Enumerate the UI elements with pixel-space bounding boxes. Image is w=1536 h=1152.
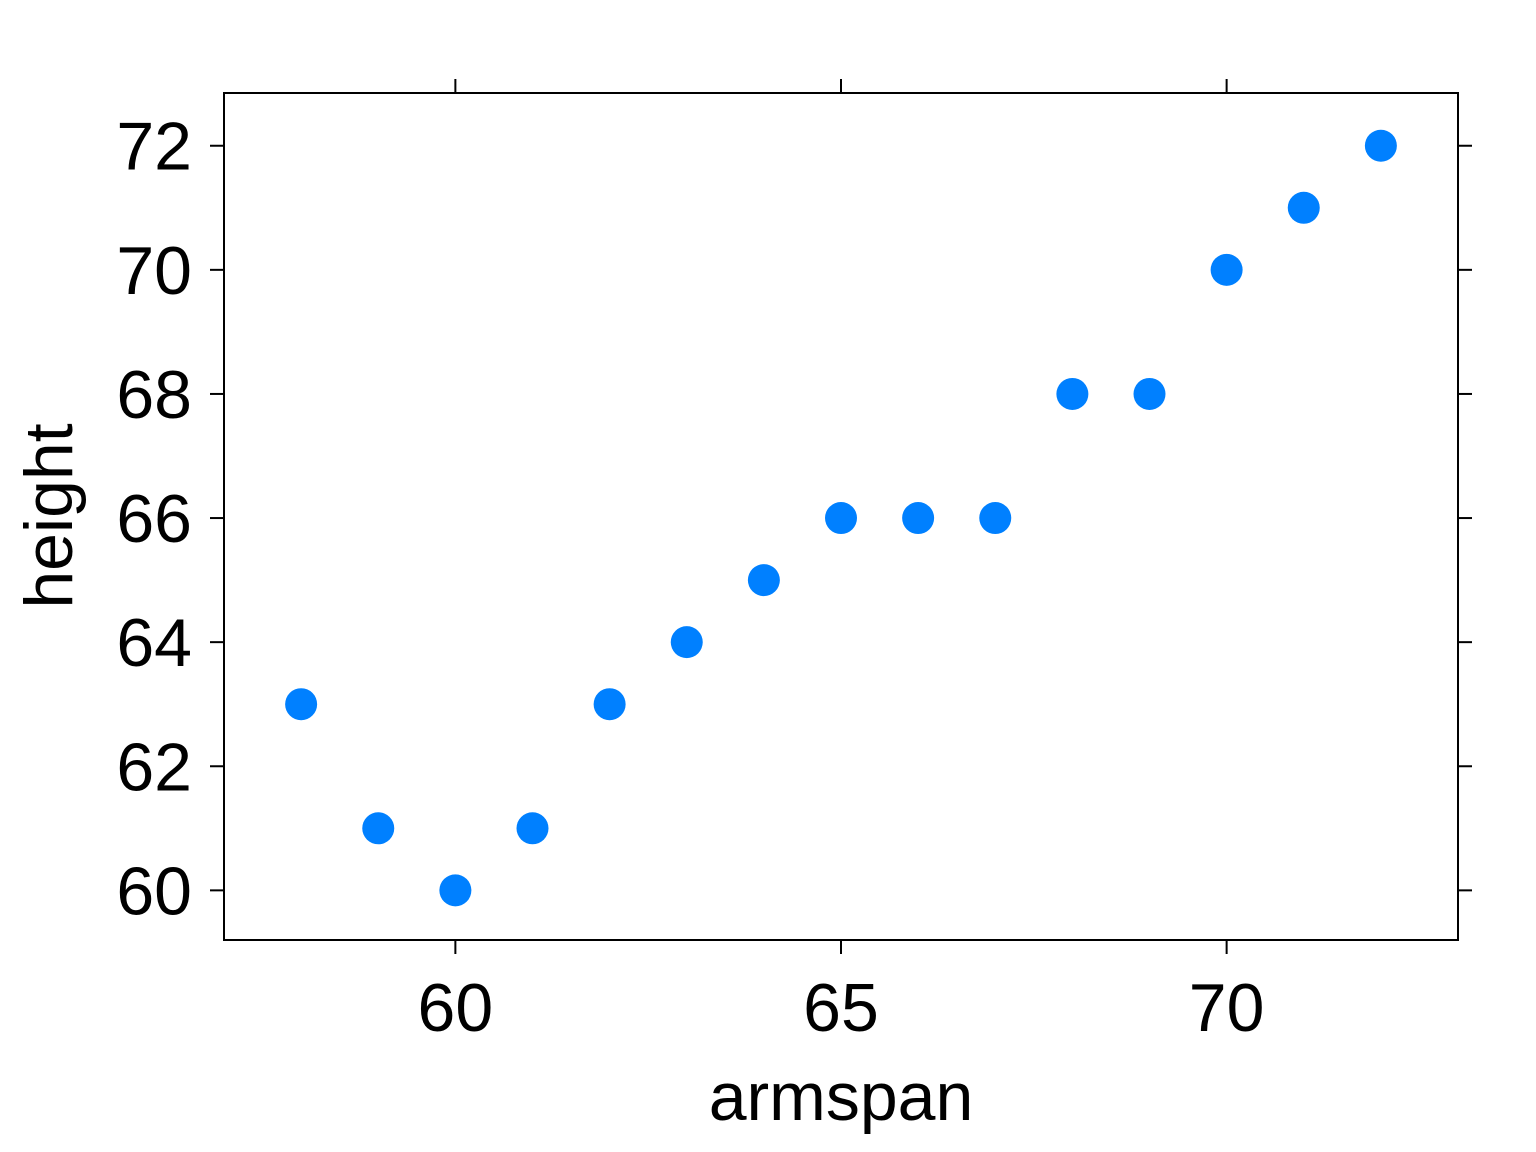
data-point-2 xyxy=(439,874,472,907)
data-point-6 xyxy=(747,564,780,597)
data-point-3 xyxy=(516,812,549,845)
y-tick-label-2: 64 xyxy=(116,605,192,681)
data-point-13 xyxy=(1287,191,1320,224)
y-axis-ticks: 60 62 64 66 68 70 72 xyxy=(116,109,1472,929)
y-tick-label-6: 72 xyxy=(116,109,192,185)
x-axis-label: armspan xyxy=(709,1059,974,1135)
data-point-9 xyxy=(979,502,1012,535)
data-point-12 xyxy=(1210,253,1243,286)
data-point-4 xyxy=(593,688,626,721)
data-point-0 xyxy=(285,688,318,721)
y-axis-label: height xyxy=(11,423,87,608)
y-tick-label-0: 60 xyxy=(116,853,192,929)
y-tick-label-5: 70 xyxy=(116,233,192,309)
y-tick-label-1: 62 xyxy=(116,729,192,805)
x-tick-label-1: 65 xyxy=(803,970,879,1046)
data-point-8 xyxy=(902,502,935,535)
data-points xyxy=(285,129,1397,907)
x-tick-label-2: 70 xyxy=(1189,970,1265,1046)
data-point-1 xyxy=(362,812,395,845)
y-tick-label-3: 66 xyxy=(116,481,192,557)
x-tick-label-0: 60 xyxy=(418,970,494,1046)
y-tick-label-4: 68 xyxy=(116,357,192,433)
x-axis-ticks: 60 65 70 xyxy=(418,79,1265,1046)
data-point-7 xyxy=(825,502,857,535)
data-point-11 xyxy=(1133,377,1166,410)
data-point-5 xyxy=(670,626,703,659)
data-point-14 xyxy=(1364,129,1397,162)
data-point-10 xyxy=(1056,377,1089,410)
